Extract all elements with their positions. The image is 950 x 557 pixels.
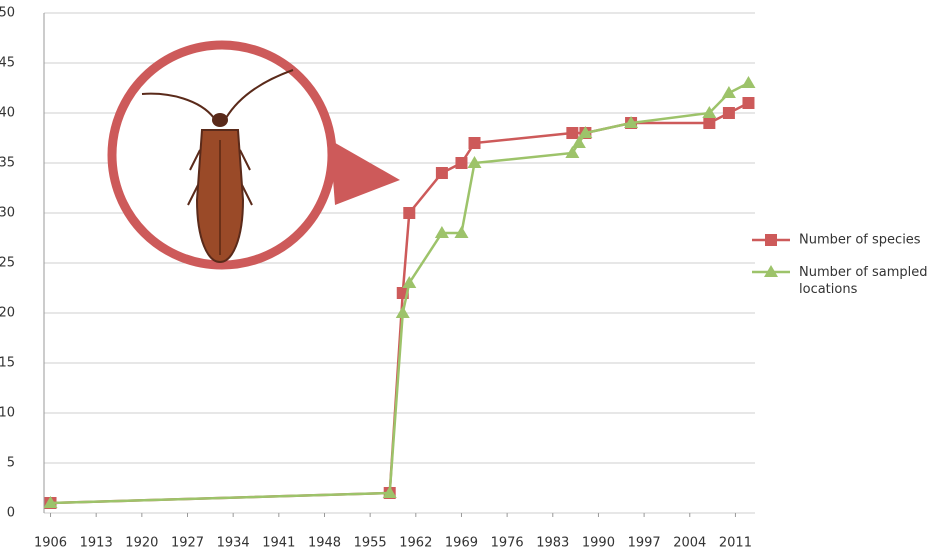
x-tick-label: 1997	[628, 536, 661, 551]
data-point	[403, 207, 415, 219]
x-tick-label: 1969	[445, 536, 478, 551]
x-tick-label: 1955	[354, 536, 387, 551]
x-tick-label: 1913	[80, 536, 113, 551]
inset-illustration	[112, 45, 400, 265]
y-tick-label: 50	[0, 6, 15, 21]
y-tick-label: 30	[0, 206, 15, 221]
y-tick-label: 15	[0, 356, 15, 371]
x-tick-label: 1941	[262, 536, 295, 551]
data-point	[396, 306, 410, 318]
data-point	[741, 76, 755, 88]
x-tick-label: 1983	[536, 536, 569, 551]
data-point	[566, 127, 578, 139]
legend-label: Number of sampled locations	[799, 265, 932, 297]
y-tick-label: 35	[0, 156, 15, 171]
y-tick-label: 25	[0, 256, 15, 271]
y-tick-label: 20	[0, 306, 15, 321]
data-point	[723, 107, 735, 119]
y-tick-label: 10	[0, 406, 15, 421]
x-tick-label: 1927	[171, 536, 204, 551]
x-tick-label: 1906	[34, 536, 67, 551]
y-tick-label: 5	[7, 456, 15, 471]
y-tick-label: 0	[7, 506, 15, 521]
chart: 0 5 10 15 20 25 30 35 40 45 50 1906 1913 1920 1927 1934…	[0, 0, 950, 553]
data-point	[722, 86, 736, 98]
x-tick-label: 2011	[719, 536, 752, 551]
x-tick-label: 1976	[491, 536, 524, 551]
data-point	[455, 157, 467, 169]
legend-marker	[765, 234, 777, 246]
x-tick-label: 1948	[308, 536, 341, 551]
x-tick-label: 1934	[217, 536, 250, 551]
y-tick-label: 40	[0, 106, 15, 121]
y-tick-label: 45	[0, 56, 15, 71]
data-point	[703, 117, 715, 129]
x-tick-label: 1990	[582, 536, 615, 551]
data-point	[742, 97, 754, 109]
x-tick-label: 2004	[673, 536, 706, 551]
x-tick-label: 1962	[399, 536, 432, 551]
x-tick-label: 1920	[125, 536, 158, 551]
data-point	[469, 137, 481, 149]
legend-label: Number of species	[799, 233, 921, 248]
data-point	[436, 167, 448, 179]
